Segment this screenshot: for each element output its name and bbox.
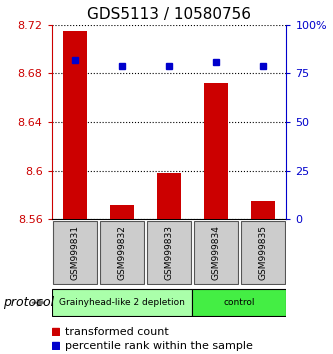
- Bar: [63, 31, 87, 219]
- Bar: [110, 205, 134, 219]
- Bar: [101, 221, 144, 284]
- Bar: [148, 221, 190, 284]
- Bar: [53, 342, 59, 349]
- Text: Grainyhead-like 2 depletion: Grainyhead-like 2 depletion: [59, 298, 185, 307]
- Text: transformed count: transformed count: [65, 327, 169, 337]
- Bar: [192, 289, 286, 316]
- Text: GSM999833: GSM999833: [165, 225, 173, 280]
- Text: GSM999832: GSM999832: [118, 225, 127, 280]
- Bar: [241, 221, 284, 284]
- Bar: [194, 221, 237, 284]
- Bar: [53, 329, 59, 336]
- Text: control: control: [224, 298, 255, 307]
- Title: GDS5113 / 10580756: GDS5113 / 10580756: [87, 7, 251, 22]
- Bar: [251, 201, 275, 219]
- Text: GSM999834: GSM999834: [211, 225, 220, 280]
- Text: GSM999835: GSM999835: [258, 225, 267, 280]
- Text: GSM999831: GSM999831: [71, 225, 80, 280]
- Text: percentile rank within the sample: percentile rank within the sample: [65, 341, 253, 350]
- Text: protocol: protocol: [3, 296, 55, 309]
- Bar: [54, 221, 97, 284]
- Bar: [204, 83, 228, 219]
- Bar: [157, 173, 181, 219]
- Bar: [52, 289, 192, 316]
